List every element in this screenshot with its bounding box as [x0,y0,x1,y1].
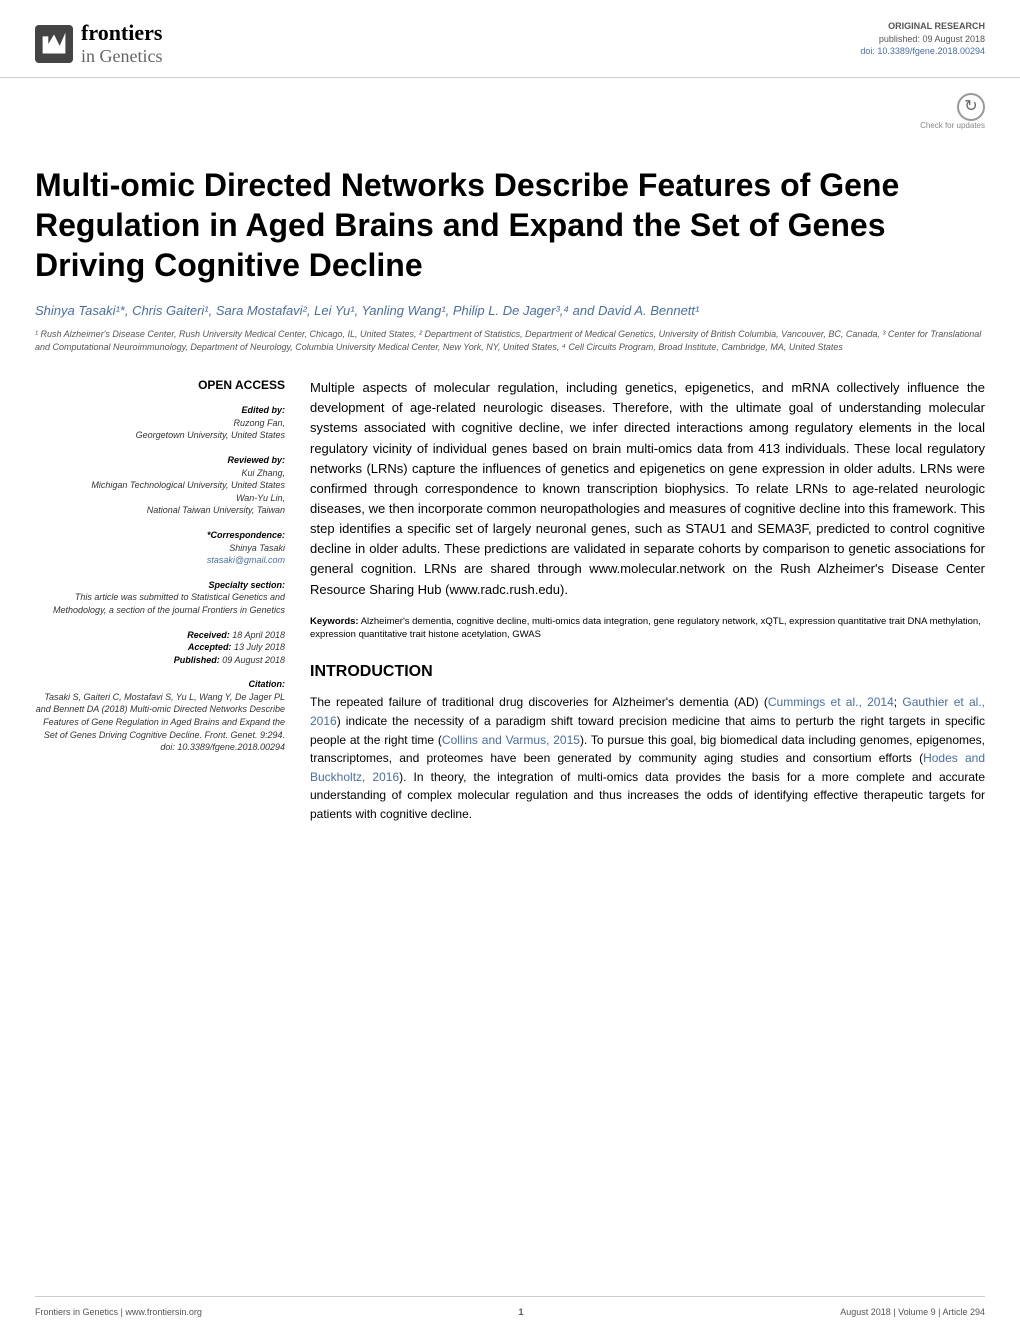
correspondence-section: *Correspondence: Shinya Tasaki stasaki@g… [35,529,285,567]
article-type: ORIGINAL RESEARCH [860,20,985,33]
logo-section: frontiers in Genetics [35,20,162,67]
specialty-section: Specialty section: This article was subm… [35,579,285,617]
reviewed-by-section: Reviewed by: Kui Zhang, Michigan Technol… [35,454,285,517]
right-column: Multiple aspects of molecular regulation… [310,378,985,823]
affiliations: ¹ Rush Alzheimer's Disease Center, Rush … [35,328,985,353]
reviewer2-name: Wan-Yu Lin, [35,492,285,505]
correspondence-email[interactable]: stasaki@gmail.com [35,554,285,567]
specialty-text: This article was submitted to Statistica… [35,591,285,616]
footer-page-number: 1 [519,1307,524,1317]
open-access-label: OPEN ACCESS [35,378,285,392]
citation-collins[interactable]: Collins and Varmus, 2015 [442,733,580,747]
logo-journal: in Genetics [81,46,162,67]
intro-paragraph: The repeated failure of traditional drug… [310,693,985,823]
dates-section: Received: 18 April 2018 Accepted: 13 Jul… [35,629,285,667]
keywords-text: Alzheimer's dementia, cognitive decline,… [310,616,981,640]
logo-text-block: frontiers in Genetics [81,20,162,67]
reviewed-by-label: Reviewed by: [35,454,285,467]
article-title: Multi-omic Directed Networks Describe Fe… [35,165,985,285]
check-updates-block: ↻ Check for updates [0,78,1020,135]
edited-by-label: Edited by: [35,404,285,417]
keywords-label: Keywords: [310,616,359,627]
published-date: 09 August 2018 [222,655,285,665]
logo-brand: frontiers [81,20,162,46]
edited-by-name: Ruzong Fan, [35,417,285,430]
abstract: Multiple aspects of molecular regulation… [310,378,985,600]
correspondence-name: Shinya Tasaki [35,542,285,555]
check-updates-icon[interactable]: ↻ [957,93,985,121]
accepted-label: Accepted: [188,642,232,652]
intro-text-1e: ). In theory, the integration of multi-o… [310,770,985,821]
introduction-heading: INTRODUCTION [310,663,985,681]
accepted-date: 13 July 2018 [234,642,285,652]
citation-cummings[interactable]: Cummings et al., 2014 [768,695,894,709]
edited-by-aff: Georgetown University, United States [35,429,285,442]
citation-label: Citation: [35,678,285,691]
page-header: frontiers in Genetics ORIGINAL RESEARCH … [0,0,1020,78]
main-content: Multi-omic Directed Networks Describe Fe… [0,135,1020,823]
reviewer1-name: Kui Zhang, [35,467,285,480]
page-footer: Frontiers in Genetics | www.frontiersin.… [35,1296,985,1317]
citation-text: Tasaki S, Gaiteri C, Mostafavi S, Yu L, … [35,691,285,754]
received-label: Received: [187,630,230,640]
received-date: 18 April 2018 [232,630,285,640]
specialty-label: Specialty section: [35,579,285,592]
sidebar: OPEN ACCESS Edited by: Ruzong Fan, Georg… [35,378,285,823]
keywords-block: Keywords: Alzheimer's dementia, cognitiv… [310,615,985,642]
intro-text-1a: The repeated failure of traditional drug… [310,695,768,709]
frontiers-logo-icon [35,25,73,63]
footer-left[interactable]: Frontiers in Genetics | www.frontiersin.… [35,1307,202,1317]
header-meta: ORIGINAL RESEARCH published: 09 August 2… [860,20,985,67]
reviewer2-aff: National Taiwan University, Taiwan [35,504,285,517]
two-column-layout: OPEN ACCESS Edited by: Ruzong Fan, Georg… [35,378,985,823]
published-line: published: 09 August 2018 [860,33,985,46]
author-list: Shinya Tasaki¹*, Chris Gaiteri¹, Sara Mo… [35,303,985,318]
footer-right: August 2018 | Volume 9 | Article 294 [840,1307,985,1317]
reviewer1-aff: Michigan Technological University, Unite… [35,479,285,492]
correspondence-label: *Correspondence: [35,529,285,542]
published-label: Published: [174,655,220,665]
edited-by-section: Edited by: Ruzong Fan, Georgetown Univer… [35,404,285,442]
check-updates-label[interactable]: Check for updates [0,121,985,130]
citation-section: Citation: Tasaki S, Gaiteri C, Mostafavi… [35,678,285,754]
doi-line[interactable]: doi: 10.3389/fgene.2018.00294 [860,45,985,58]
